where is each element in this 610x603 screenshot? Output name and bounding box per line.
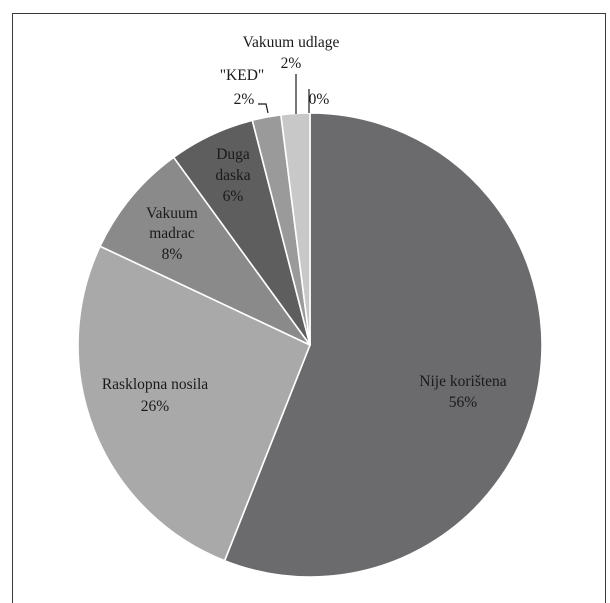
slice-value-rasklopna-nosila: 26% [141,398,170,415]
slice-label-nije-koristena: Nije korištena [419,373,506,390]
slice-label-duga-daska-line1: Duga [216,146,250,163]
slice-label-ked: "KED" [220,67,265,84]
pie-labels: Nije korištena 56% Rasklopna nosila 26% … [102,34,507,415]
slice-value-duga-daska: 6% [223,188,244,205]
slice-label-rasklopna-nosila: Rasklopna nosila [102,376,208,393]
slice-value-ked: 2% [234,91,255,108]
pie-slice-vakuum-madrac [99,156,311,346]
slice-label-duga-daska-line2: daska [215,167,250,184]
pie-slice-rasklopna-nosila [77,245,311,562]
slice-value-zero: 0% [309,91,330,108]
slice-label-vakuum-udlage: Vakuum udlage [243,34,340,51]
slice-value-vakuum-madrac: 8% [162,246,183,263]
leader-lines [258,74,310,114]
slice-value-vakuum-udlage: 2% [281,55,302,72]
slice-value-nije-koristena: 56% [449,394,478,411]
pie-slices [77,112,543,578]
pie-slice-nije-koristena [223,112,543,578]
slice-label-vakuum-madrac-line2: madrac [149,225,195,242]
leader-line-ked [258,103,269,114]
slice-label-vakuum-madrac-line1: Vakuum [146,205,198,222]
